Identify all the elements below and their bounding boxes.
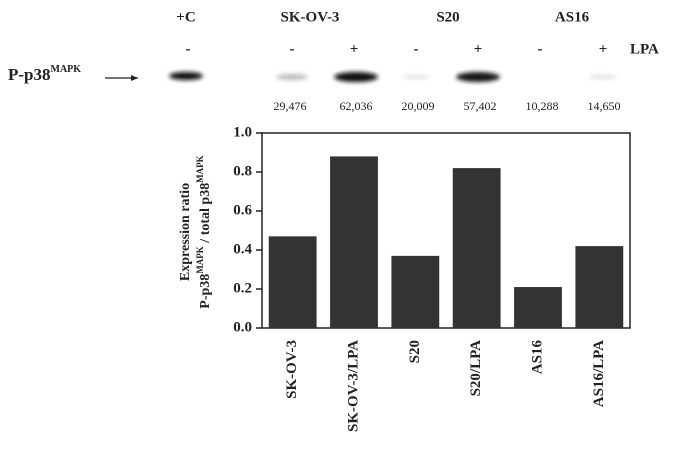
y-tick-label: 0.2 [233,280,252,296]
x-tick-label: S20/LPA [468,340,484,397]
sign: - [186,41,191,57]
sign: + [350,41,359,57]
band [589,75,617,79]
x-tick-label: S20 [407,340,423,363]
y-tick-label: 0.0 [233,319,252,335]
x-tick-label: SK-OV-3/LPA [345,340,361,432]
figure: +C SK-OV-3 S20 AS16 - - + - + - + LPA P-… [0,0,678,474]
bar [269,236,317,328]
arrow-head [131,75,138,81]
density: 20,009 [402,99,435,113]
lane-label: S20 [436,9,459,25]
sign: - [538,41,543,57]
lane-label: AS16 [555,9,590,25]
y-axis-label: Expression ratio [178,183,193,281]
x-tick-label: SK-OV-3 [284,340,300,399]
x-tick-label: AS16/LPA [591,340,607,407]
band [334,72,378,82]
sign: - [290,41,295,57]
y-axis-label-sup: MAPK [195,155,205,183]
density: 14,650 [588,99,621,113]
y-axis-label-part: P-p38 [198,274,213,309]
y-axis-label-part: Expression ratio [178,183,193,281]
bar [514,287,562,328]
x-tick-label: AS16 [529,340,545,375]
sign: + [474,41,483,57]
sign: + [599,41,608,57]
band [402,75,430,79]
treatment-label: LPA [630,41,659,57]
lane-label: +C [176,9,195,25]
bar [453,168,501,328]
row-label: P-p38MAPK [8,64,81,84]
bar [391,256,439,328]
density: 10,288 [526,99,559,113]
y-tick-label: 0.6 [233,202,252,218]
y-axis-label: P-p38MAPK / total p38MAPK [195,155,213,308]
row-label-main: P-p38 [8,65,51,84]
sign: - [414,41,419,57]
y-tick-label: 1.0 [233,124,252,140]
band [456,72,500,82]
y-tick-label: 0.4 [233,241,252,257]
blot-bands [169,72,617,82]
density: 57,402 [464,99,497,113]
y-tick-label: 0.8 [233,163,252,179]
row-label-sup: MAPK [51,64,82,75]
lane-label: SK-OV-3 [281,9,340,25]
y-axis-label-part: / total p38 [198,183,213,246]
plot-frame [262,133,630,328]
density: 29,476 [274,99,307,113]
y-axis-label-sup: MAPK [195,246,205,274]
band [276,74,308,80]
density: 62,036 [340,99,373,113]
bar [575,246,623,328]
band [169,72,203,80]
bar [330,156,378,328]
